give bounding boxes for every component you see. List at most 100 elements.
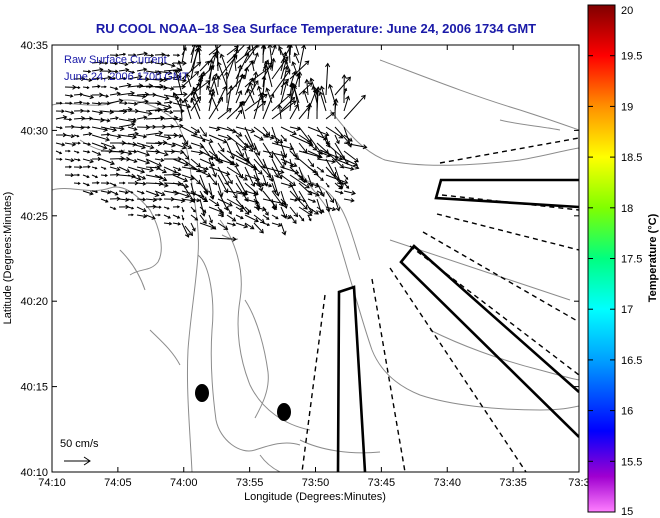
current-vector — [91, 142, 108, 150]
current-vector — [127, 198, 135, 202]
current-vector — [145, 181, 164, 187]
x-tick-label: 74:00 — [170, 477, 198, 489]
current-vector — [280, 59, 288, 80]
x-tick-label: 73:50 — [302, 477, 330, 489]
current-vector — [136, 158, 151, 165]
current-vector — [217, 182, 224, 198]
current-vector — [174, 69, 183, 96]
current-vector — [127, 174, 142, 182]
current-vector — [244, 158, 263, 175]
x-tick-label: 74:05 — [104, 477, 132, 489]
current-vector — [307, 214, 312, 222]
current-vector — [109, 98, 124, 104]
current-vector — [262, 206, 269, 216]
current-vector — [145, 190, 160, 197]
current-vector — [136, 67, 148, 72]
current-vector — [226, 134, 247, 151]
current-vector — [332, 101, 338, 120]
current-vector — [199, 190, 207, 202]
current-vector — [325, 126, 344, 139]
current-vector — [181, 150, 190, 160]
current-vector — [325, 62, 331, 96]
current-vector — [235, 166, 244, 179]
current-vector — [136, 150, 151, 157]
current-vector — [64, 101, 73, 105]
current-vector — [91, 92, 104, 98]
current-vector — [73, 92, 84, 97]
x-tick-label: 73:3 — [568, 477, 589, 489]
current-vector — [136, 91, 150, 98]
current-vector — [343, 142, 368, 150]
current-vector — [181, 142, 193, 149]
current-vector — [262, 134, 275, 140]
current-vector — [154, 197, 163, 201]
current-vector — [154, 70, 173, 76]
current-vector — [91, 156, 102, 161]
current-vector — [217, 158, 240, 168]
current-vector — [226, 166, 248, 181]
current-vector — [246, 88, 255, 104]
current-vector — [280, 45, 293, 64]
current-vector — [163, 166, 178, 174]
current-vector — [91, 134, 110, 142]
current-vector — [318, 91, 327, 112]
current-vector — [118, 173, 136, 179]
current-vector — [289, 214, 297, 225]
current-vector — [311, 85, 318, 104]
current-vector — [181, 61, 202, 80]
colorbar-tick-label: 17.5 — [621, 254, 642, 266]
colorbar-label: Temperature (°C) — [647, 213, 659, 302]
current-vector — [118, 181, 126, 185]
current-vector — [91, 150, 102, 156]
current-vector — [271, 134, 284, 144]
current-vector — [244, 206, 252, 213]
current-vector — [172, 205, 181, 209]
current-vector — [172, 117, 184, 122]
current-vector — [325, 198, 331, 213]
current-vector — [226, 206, 232, 215]
current-vector — [82, 94, 95, 100]
current-vector — [235, 222, 249, 229]
current-vector — [91, 110, 104, 115]
current-vector — [154, 158, 165, 163]
current-vector — [289, 166, 304, 181]
current-vector — [343, 166, 355, 171]
current-vector — [208, 73, 219, 96]
current-vector — [181, 71, 200, 88]
current-vector — [184, 225, 194, 237]
current-vector — [262, 142, 274, 159]
current-vector — [334, 166, 344, 190]
current-vector — [316, 174, 324, 182]
current-vector — [172, 142, 187, 150]
scale-label: 50 cm/s — [60, 438, 99, 450]
current-vector — [199, 126, 207, 138]
current-vector — [298, 214, 305, 222]
current-vector — [82, 77, 93, 83]
current-vector — [136, 134, 148, 139]
current-vector — [109, 116, 119, 121]
current-vector — [55, 115, 68, 120]
current-vector — [217, 214, 225, 218]
colorbar-tick-label: 20 — [621, 5, 633, 17]
legend-line-1: Raw Surface Current — [64, 54, 167, 66]
current-vector — [208, 190, 214, 199]
current-vector — [271, 45, 277, 56]
current-vector — [163, 171, 182, 178]
current-vector — [118, 134, 137, 140]
current-vector — [271, 100, 297, 120]
current-vector — [267, 45, 273, 64]
colorbar-tick-label: 19.5 — [621, 51, 642, 63]
current-vector — [172, 123, 184, 129]
current-vector — [55, 109, 65, 114]
current-vector — [208, 206, 224, 214]
current-vector — [154, 124, 167, 130]
current-vector — [199, 182, 208, 194]
current-vector — [145, 130, 164, 136]
y-tick-label: 40:10 — [20, 467, 48, 479]
current-vector — [343, 174, 349, 180]
current-vector — [100, 173, 108, 177]
current-vector — [73, 173, 81, 177]
current-vector — [260, 45, 266, 64]
current-vector — [319, 149, 343, 161]
